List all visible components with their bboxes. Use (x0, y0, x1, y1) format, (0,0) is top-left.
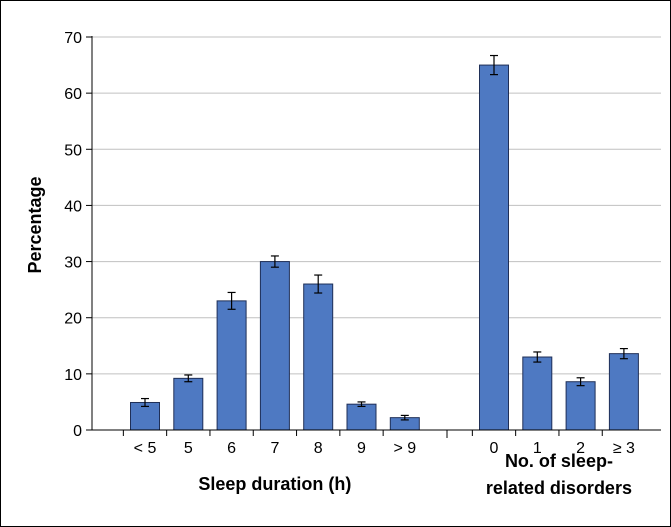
x-tick-label: ≥ 3 (613, 440, 635, 457)
bar (565, 381, 596, 431)
gridlines (92, 36, 661, 375)
x-tick-label: 7 (270, 440, 279, 457)
y-tick-label: 50 (64, 142, 82, 159)
y-axis-title: Percentage (25, 176, 45, 273)
x-tick-label: 1 (533, 440, 542, 457)
x-group-title: No. of sleep- (505, 451, 613, 471)
bar (346, 403, 377, 431)
bar (173, 377, 204, 431)
y-tick-label: 30 (64, 255, 82, 272)
x-tick-label: 5 (184, 440, 193, 457)
bar (522, 356, 553, 431)
x-tick-label: 6 (227, 440, 236, 457)
x-tick-label: > 9 (393, 440, 416, 457)
bar (479, 64, 509, 431)
x-group-title: Sleep duration (h) (198, 474, 351, 494)
x-tick-label: < 5 (134, 440, 157, 457)
x-tick-label: 0 (490, 440, 499, 457)
x-tick-label: 8 (314, 440, 323, 457)
y-tick-label: 70 (64, 30, 82, 47)
bar (608, 353, 639, 431)
bar (130, 401, 160, 431)
y-tick-label: 20 (64, 311, 82, 328)
x-group-title: related disorders (486, 478, 632, 498)
axes (86, 36, 661, 438)
y-tick-label: 40 (64, 198, 82, 215)
bar (259, 261, 290, 431)
x-tick-label: 2 (576, 440, 585, 457)
x-tick-label: 9 (357, 440, 366, 457)
y-tick-label: 60 (64, 86, 82, 103)
bar (216, 300, 247, 431)
y-tick-label: 0 (73, 423, 82, 440)
bar (303, 283, 334, 431)
y-tick-label: 10 (64, 367, 82, 384)
